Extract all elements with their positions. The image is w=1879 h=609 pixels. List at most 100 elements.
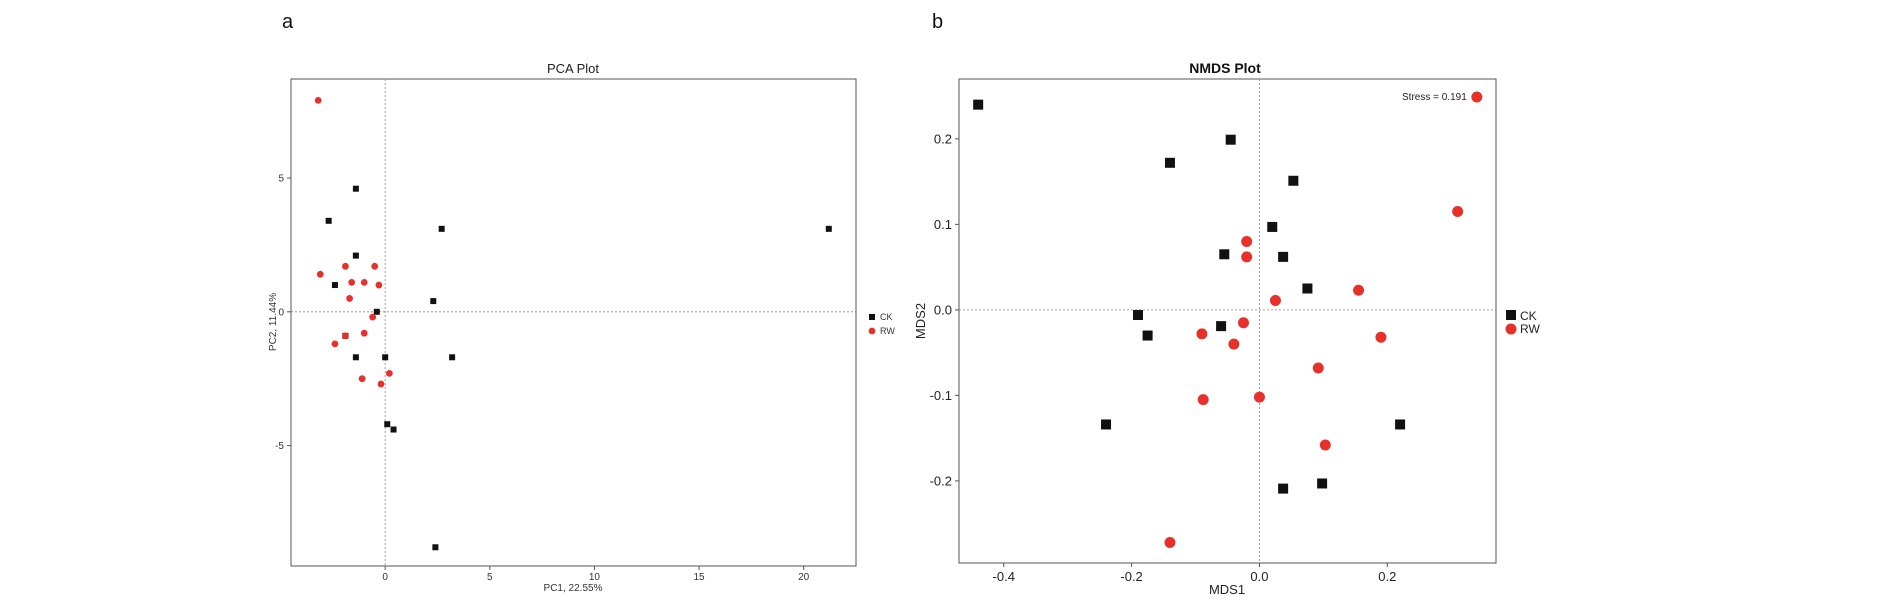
nmds-point-rw xyxy=(1319,439,1331,451)
pca-point-ck xyxy=(449,354,456,361)
nmds-point-ck xyxy=(1216,321,1227,332)
nmds-point-ck xyxy=(973,99,984,110)
pca-x-tick-label: 10 xyxy=(589,572,601,583)
nmds-zero-lines xyxy=(959,79,1496,563)
nmds-chart: NMDS Plot -0.4 -0.2 0.0 0.2 -0.2 -0.1 0.0 0.1 0… xyxy=(913,60,1540,597)
nmds-point-rw xyxy=(1471,91,1483,103)
pca-point-rw xyxy=(348,278,356,286)
nmds-point-ck xyxy=(1133,310,1143,321)
pca-point-rw xyxy=(358,375,366,383)
nmds-points xyxy=(973,91,1483,548)
nmds-point-ck xyxy=(1142,330,1153,341)
pca-point-ck xyxy=(352,252,359,259)
nmds-legend-rw-marker xyxy=(1505,323,1517,335)
panel-letter-a: a xyxy=(282,11,294,33)
pca-points xyxy=(314,97,832,551)
pca-point-ck xyxy=(430,298,437,305)
pca-point-rw xyxy=(342,262,349,270)
nmds-point-rw xyxy=(1375,331,1387,343)
pca-point-ck xyxy=(331,282,338,289)
pca-legend: CK RW xyxy=(868,312,895,336)
nmds-point-ck xyxy=(1288,175,1299,186)
pca-point-ck xyxy=(438,225,445,232)
pca-x-axis-label: PC1, 22.55% xyxy=(544,583,603,594)
pca-chart: PCA Plot 0 5 10 15 20 -5 0 5 PC1, 22.55% PC2, … xyxy=(268,61,895,594)
nmds-point-rw xyxy=(1452,206,1464,218)
nmds-y-ticks: -0.2 -0.1 0.0 0.1 0.2 xyxy=(930,131,959,488)
pca-y-axis-label: PC2, 11.44% xyxy=(268,293,279,351)
nmds-y-tick-label: -0.1 xyxy=(930,388,952,403)
nmds-legend-ck-marker xyxy=(1506,310,1516,320)
pca-plot-frame xyxy=(290,78,857,567)
pca-point-ck xyxy=(390,426,397,433)
pca-point-ck xyxy=(352,185,359,192)
pca-x-tick-label: 0 xyxy=(382,572,388,583)
nmds-legend: CK RW xyxy=(1505,309,1540,336)
nmds-point-ck xyxy=(1302,283,1313,294)
pca-point-rw xyxy=(342,332,349,340)
pca-legend-ck-label: CK xyxy=(880,312,893,322)
nmds-point-rw xyxy=(1241,235,1253,247)
nmds-point-rw xyxy=(1312,362,1324,374)
pca-point-ck xyxy=(432,544,439,551)
pca-point-ck xyxy=(325,217,332,224)
nmds-y-tick-label: -0.2 xyxy=(930,473,952,488)
pca-legend-rw-marker xyxy=(868,327,876,335)
nmds-point-ck xyxy=(1164,157,1175,168)
nmds-point-ck xyxy=(1395,419,1406,430)
nmds-stress-annotation: Stress = 0.191 xyxy=(1402,92,1467,103)
nmds-point-ck xyxy=(1267,221,1278,232)
pca-point-rw xyxy=(316,270,324,278)
pca-point-rw xyxy=(331,340,339,348)
nmds-y-tick-label: 0.1 xyxy=(934,217,952,232)
nmds-point-rw xyxy=(1228,338,1240,350)
nmds-point-rw xyxy=(1353,284,1365,296)
pca-point-rw xyxy=(377,380,385,388)
pca-y-tick-label: -5 xyxy=(275,441,284,452)
pca-y-ticks: -5 0 5 xyxy=(275,174,291,452)
pca-legend-ck-marker xyxy=(869,314,875,320)
pca-point-rw xyxy=(371,262,379,270)
nmds-point-rw xyxy=(1164,536,1176,548)
nmds-x-tick-label: 0.0 xyxy=(1250,569,1268,584)
pca-point-rw xyxy=(314,97,322,104)
pca-point-rw xyxy=(346,295,353,302)
nmds-x-tick-label: -0.2 xyxy=(1120,569,1142,584)
pca-point-ck xyxy=(352,354,359,361)
nmds-point-ck xyxy=(1278,251,1289,262)
pca-x-tick-label: 20 xyxy=(798,572,810,583)
nmds-point-ck xyxy=(1317,478,1328,489)
nmds-x-ticks: -0.4 -0.2 0.0 0.2 xyxy=(993,563,1396,584)
pca-x-tick-label: 5 xyxy=(487,572,493,583)
pca-point-ck xyxy=(825,225,832,232)
pca-legend-rw-label: RW xyxy=(880,326,895,336)
pca-zero-lines xyxy=(291,79,856,566)
panel-letter-b: b xyxy=(932,11,943,33)
pca-title: PCA Plot xyxy=(547,61,599,76)
nmds-x-tick-label: 0.2 xyxy=(1378,569,1396,584)
pca-point-ck xyxy=(373,308,380,315)
nmds-point-rw xyxy=(1241,251,1253,263)
nmds-point-rw xyxy=(1237,317,1249,329)
nmds-legend-rw-label: RW xyxy=(1520,322,1540,336)
pca-point-rw xyxy=(375,281,383,289)
pca-point-ck xyxy=(382,354,389,361)
pca-point-ck xyxy=(384,421,391,428)
nmds-point-rw xyxy=(1197,394,1209,406)
nmds-y-tick-label: 0.0 xyxy=(934,302,952,317)
pca-y-tick-label: 0 xyxy=(278,307,284,318)
pca-x-tick-label: 15 xyxy=(693,572,705,583)
pca-point-rw xyxy=(360,278,368,286)
nmds-point-rw xyxy=(1269,294,1281,306)
nmds-y-tick-label: 0.2 xyxy=(934,131,952,146)
nmds-y-axis-label: MDS2 xyxy=(913,303,928,339)
nmds-point-ck xyxy=(1219,249,1230,260)
pca-x-ticks: 0 5 10 15 20 xyxy=(382,566,810,583)
pca-point-rw xyxy=(360,329,368,337)
nmds-point-rw xyxy=(1253,391,1265,403)
pca-point-rw xyxy=(385,369,393,377)
nmds-point-rw xyxy=(1196,328,1208,340)
nmds-point-ck xyxy=(1225,134,1236,145)
nmds-point-ck xyxy=(1101,419,1112,430)
